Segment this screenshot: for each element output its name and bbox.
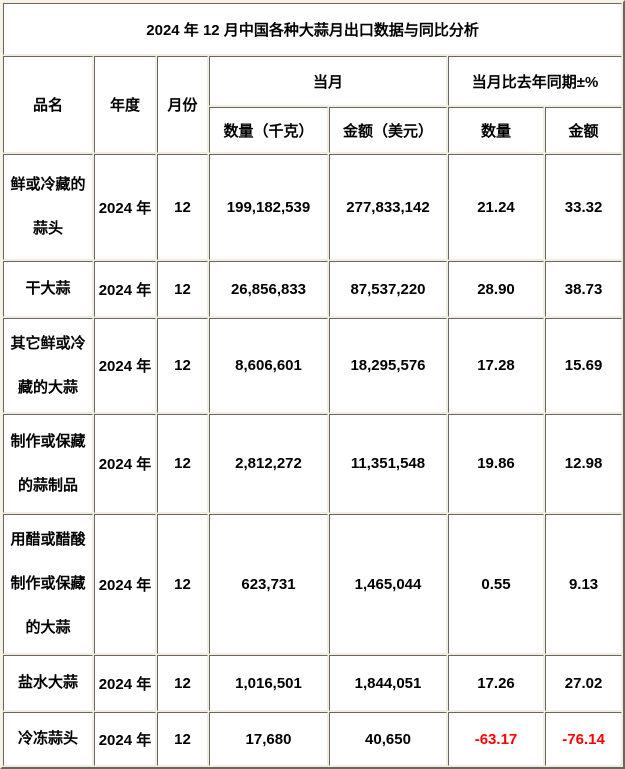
- amount-yoy-cell: 27.02: [545, 655, 623, 711]
- amount-yoy-cell: 9.13: [545, 514, 623, 654]
- month-cell: 12: [157, 655, 208, 711]
- col-header-year: 年度: [94, 56, 156, 153]
- title-row: 2024 年 12 月中国各种大蒜月出口数据与同比分析: [3, 3, 623, 55]
- qty-yoy-cell: 17.28: [448, 318, 544, 413]
- header-row-sub: 数量（千克） 金额（美元） 数量 金额: [3, 107, 623, 153]
- amount-cell: 1,465,044: [329, 514, 447, 654]
- year-cell: 2024 年: [94, 655, 156, 711]
- col-header-product: 品名: [3, 56, 93, 153]
- year-cell: 2024 年: [94, 261, 156, 317]
- product-name-cell: 用醋或醋酸制作或保藏的大蒜: [3, 514, 93, 654]
- amount-cell: 1,844,051: [329, 655, 447, 711]
- col-header-month: 月份: [157, 56, 208, 153]
- col-header-yoy: 当月比去年同期±%: [448, 56, 623, 106]
- month-cell: 12: [157, 514, 208, 654]
- col-header-current-month: 当月: [209, 56, 447, 106]
- qty-yoy-cell: 19.86: [448, 414, 544, 513]
- qty-yoy-cell: 0.55: [448, 514, 544, 654]
- year-cell: 2024 年: [94, 318, 156, 413]
- amount-yoy-cell: 15.69: [545, 318, 623, 413]
- month-cell: 12: [157, 712, 208, 766]
- qty-yoy-cell: 28.90: [448, 261, 544, 317]
- table-row: 鲜或冷藏的蒜头 2024 年 12 199,182,539 277,833,14…: [3, 154, 623, 260]
- year-cell: 2024 年: [94, 712, 156, 766]
- qty-yoy-cell: 17.26: [448, 655, 544, 711]
- month-cell: 12: [157, 318, 208, 413]
- table-row: 盐水大蒜 2024 年 12 1,016,501 1,844,051 17.26…: [3, 655, 623, 711]
- year-cell: 2024 年: [94, 514, 156, 654]
- year-cell: 2024 年: [94, 154, 156, 260]
- amount-cell: 277,833,142: [329, 154, 447, 260]
- amount-yoy-cell: 38.73: [545, 261, 623, 317]
- col-header-amount-usd: 金额（美元）: [329, 107, 447, 153]
- product-name-cell: 制作或保藏的蒜制品: [3, 414, 93, 513]
- amount-cell: 11,351,548: [329, 414, 447, 513]
- amount-yoy-cell: -76.14: [545, 712, 623, 766]
- amount-cell: 87,537,220: [329, 261, 447, 317]
- table-row: 冷冻蒜头 2024 年 12 17,680 40,650 -63.17 -76.…: [3, 712, 623, 766]
- product-name-cell: 鲜或冷藏的蒜头: [3, 154, 93, 260]
- qty-cell: 1,016,501: [209, 655, 328, 711]
- product-name-cell: 冷冻蒜头: [3, 712, 93, 766]
- qty-cell: 26,856,833: [209, 261, 328, 317]
- product-name-cell: 其它鲜或冷藏的大蒜: [3, 318, 93, 413]
- product-name-cell: 干大蒜: [3, 261, 93, 317]
- table-row: 干大蒜 2024 年 12 26,856,833 87,537,220 28.9…: [3, 261, 623, 317]
- month-cell: 12: [157, 414, 208, 513]
- qty-yoy-cell: -63.17: [448, 712, 544, 766]
- col-header-yoy-amount: 金额: [545, 107, 623, 153]
- qty-cell: 17,680: [209, 712, 328, 766]
- amount-yoy-cell: 12.98: [545, 414, 623, 513]
- amount-cell: 18,295,576: [329, 318, 447, 413]
- table-row: 其它鲜或冷藏的大蒜 2024 年 12 8,606,601 18,295,576…: [3, 318, 623, 413]
- col-header-qty-kg: 数量（千克）: [209, 107, 328, 153]
- amount-cell: 40,650: [329, 712, 447, 766]
- table-row: 用醋或醋酸制作或保藏的大蒜 2024 年 12 623,731 1,465,04…: [3, 514, 623, 654]
- table-title: 2024 年 12 月中国各种大蒜月出口数据与同比分析: [3, 3, 623, 55]
- month-cell: 12: [157, 261, 208, 317]
- year-cell: 2024 年: [94, 414, 156, 513]
- table-row: 制作或保藏的蒜制品 2024 年 12 2,812,272 11,351,548…: [3, 414, 623, 513]
- month-cell: 12: [157, 154, 208, 260]
- qty-yoy-cell: 21.24: [448, 154, 544, 260]
- qty-cell: 2,812,272: [209, 414, 328, 513]
- qty-cell: 8,606,601: [209, 318, 328, 413]
- qty-cell: 623,731: [209, 514, 328, 654]
- col-header-yoy-qty: 数量: [448, 107, 544, 153]
- qty-cell: 199,182,539: [209, 154, 328, 260]
- amount-yoy-cell: 33.32: [545, 154, 623, 260]
- product-name-cell: 盐水大蒜: [3, 655, 93, 711]
- header-row-top: 品名 年度 月份 当月 当月比去年同期±%: [3, 56, 623, 153]
